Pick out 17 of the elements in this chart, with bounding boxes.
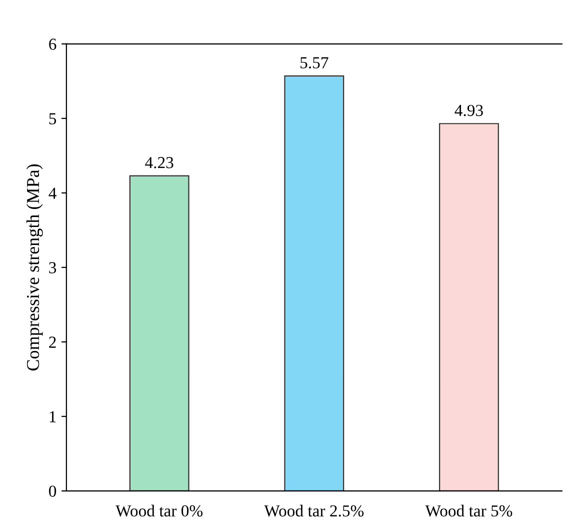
x-tick-label: Wood tar 5%	[425, 504, 512, 517]
y-tick-label: 5	[49, 113, 56, 124]
y-axis-title: Compressive strength (MPa)	[26, 164, 43, 370]
x-tick-label: Wood tar 0%	[116, 504, 203, 517]
bar	[129, 175, 190, 491]
y-tick-label: 2	[49, 336, 56, 348]
bar	[439, 123, 499, 491]
x-tick-label: Wood tar 2.5%	[264, 504, 364, 517]
y-tick-label: 1	[50, 411, 56, 422]
y-tick-label: 3	[49, 262, 56, 274]
data-label: 5.57	[300, 57, 328, 68]
y-tick-label: 0	[49, 486, 56, 497]
data-label: 4.23	[145, 157, 174, 168]
data-label: 4.93	[454, 104, 483, 116]
bar	[284, 75, 344, 491]
y-tick-label: 6	[49, 38, 56, 50]
y-tick-label: 4	[48, 188, 56, 199]
